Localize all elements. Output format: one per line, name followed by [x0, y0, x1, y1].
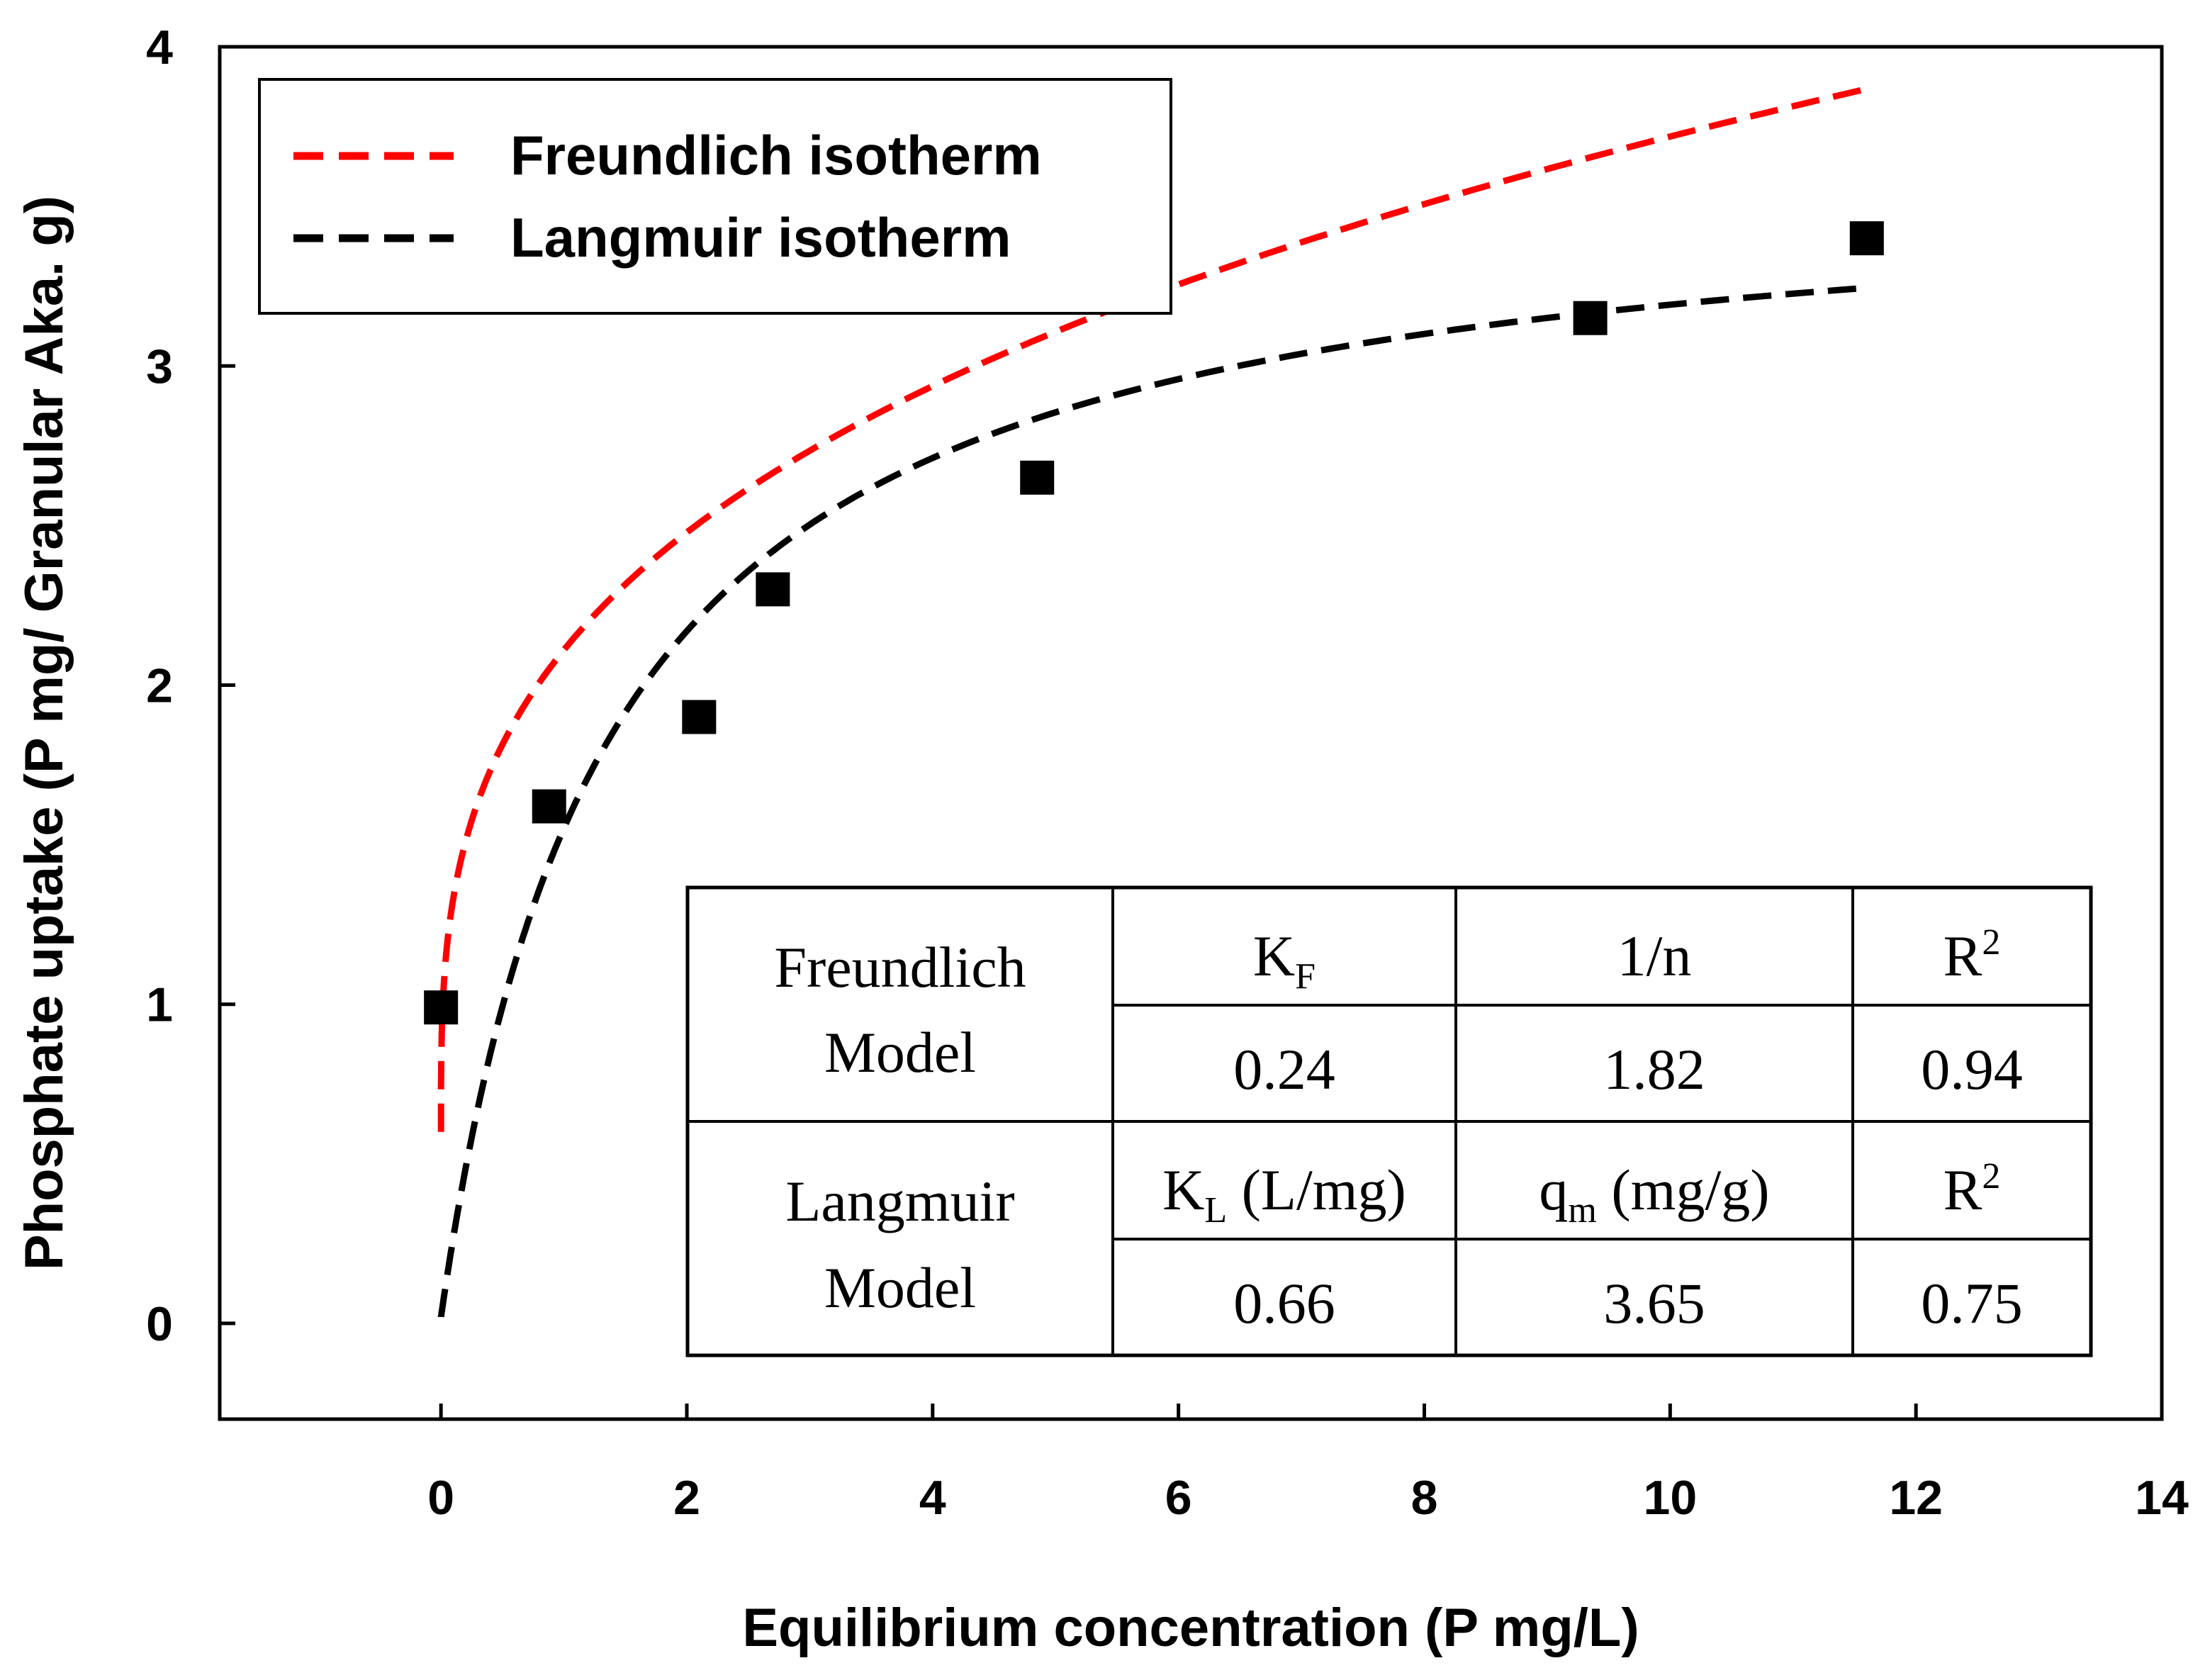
y-tick-label: 1	[146, 978, 173, 1032]
freundlich-n-value: 1.82	[1603, 1037, 1705, 1102]
freundlich-model-label: Freundlich	[774, 935, 1026, 999]
y-tick-label: 3	[146, 340, 173, 393]
langmuir-qm-header: qm (mg/g)	[1539, 1158, 1769, 1231]
y-tick-label: 0	[146, 1297, 173, 1351]
langmuir-kl-header: KL (L/mg)	[1162, 1158, 1406, 1231]
plot-frame	[218, 45, 2164, 1421]
x-tick-label: 6	[1165, 1471, 1192, 1525]
data-point	[424, 990, 459, 1025]
x-tick-label: 2	[673, 1471, 700, 1525]
x-axis-title: Equilibrium concentration (P mg/L)	[742, 1598, 1639, 1658]
freundlich-r2-value: 0.94	[1921, 1037, 2023, 1102]
x-tick-label: 14	[2135, 1471, 2189, 1525]
x-tick-label: 8	[1411, 1471, 1438, 1525]
x-tick-label: 12	[1889, 1471, 1943, 1525]
axis-ticks	[220, 45, 2164, 1419]
langmuir-r2-header: R2	[1944, 1156, 2001, 1222]
y-axis-title: Phosphate uptake (P mg/ Granular Aka. g)	[14, 196, 74, 1270]
langmuir-model-label: Langmuir	[785, 1169, 1014, 1233]
parameters-table: Freundlich Model KF 1/n R2 0.24 1.82 0.9…	[685, 885, 2093, 1357]
data-point	[532, 789, 566, 824]
langmuir-qm-value: 3.65	[1603, 1271, 1705, 1335]
legend: Freundlich isotherm Langmuir isotherm	[258, 78, 1172, 315]
fit-curves	[437, 86, 1868, 1318]
legend-label-freundlich: Freundlich isotherm	[510, 124, 1042, 186]
data-points	[424, 221, 1884, 1025]
x-tick-label: 4	[919, 1471, 946, 1525]
curve-freundlich	[437, 86, 1868, 1132]
legend-box	[258, 78, 1172, 315]
y-tick-label: 4	[146, 21, 173, 74]
x-tick-label: 10	[1644, 1471, 1698, 1525]
langmuir-kl-value: 0.66	[1233, 1271, 1335, 1335]
freundlich-kf-header: KF	[1253, 924, 1316, 997]
data-point	[756, 572, 790, 607]
curve-langmuir	[437, 284, 1868, 1318]
data-point	[1020, 460, 1055, 495]
freundlich-model-label: Model	[824, 1020, 976, 1085]
freundlich-kf-value: 0.24	[1233, 1037, 1335, 1102]
data-point	[1849, 221, 1884, 256]
legend-label-langmuir: Langmuir isotherm	[510, 206, 1011, 269]
y-tick-label: 2	[146, 659, 173, 712]
langmuir-r2-value: 0.75	[1921, 1271, 2023, 1335]
langmuir-model-label: Model	[824, 1255, 976, 1320]
freundlich-r2-header: R2	[1944, 922, 2001, 988]
freundlich-n-header: 1/n	[1617, 924, 1692, 988]
data-point	[682, 700, 717, 734]
x-tick-label: 0	[427, 1471, 454, 1525]
data-point	[1573, 301, 1608, 335]
